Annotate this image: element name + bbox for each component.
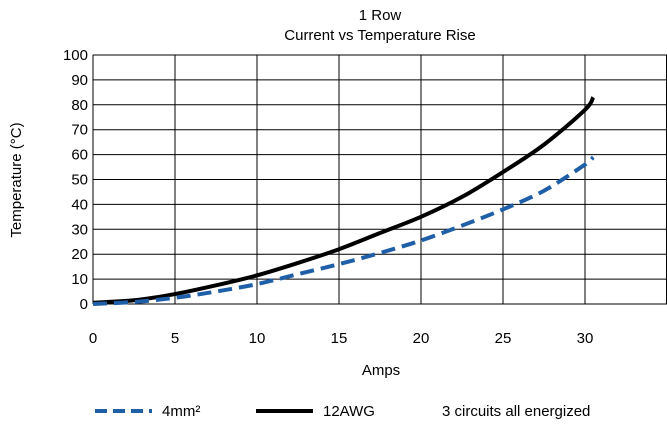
y-tick-label: 50 [71, 172, 88, 189]
x-tick-label: 0 [89, 330, 97, 347]
y-tick-label: 10 [71, 271, 88, 288]
series-line-4mm [92, 155, 595, 306]
legend-label-4mm: 4mm² [162, 403, 200, 420]
y-tick-label: 60 [71, 147, 88, 164]
y-tick-label: 0 [80, 296, 88, 313]
y-tick-label: 90 [71, 72, 88, 89]
chart-title: 1 Row [359, 7, 402, 24]
x-tick-label: 30 [577, 330, 594, 347]
y-tick-label: 40 [71, 196, 88, 213]
x-tick-label: 15 [331, 330, 348, 347]
legend: 4mm² 12AWG 3 circuits all energized [95, 403, 590, 420]
x-tick-label: 5 [171, 330, 179, 347]
y-axis-label: Temperature (°C) [8, 122, 25, 237]
x-tick-label: 20 [413, 330, 430, 347]
x-tick-label: 10 [249, 330, 266, 347]
annotation-text: 3 circuits all energized [442, 403, 590, 420]
legend-label-12awg: 12AWG [323, 403, 375, 420]
y-tick-label: 20 [71, 246, 88, 263]
series-line-12awg [92, 96, 595, 305]
x-tick-label: 25 [495, 330, 512, 347]
y-tick-label: 100 [63, 47, 88, 64]
x-axis-label: Amps [362, 362, 400, 379]
chart-subtitle: Current vs Temperature Rise [284, 27, 475, 44]
y-tick-label: 30 [71, 221, 88, 238]
plot-area: 0 10 20 30 40 50 60 70 80 90 100 0 5 10 15 20 25 30 [63, 47, 667, 347]
y-tick-label: 80 [71, 97, 88, 114]
y-tick-label: 70 [71, 122, 88, 139]
